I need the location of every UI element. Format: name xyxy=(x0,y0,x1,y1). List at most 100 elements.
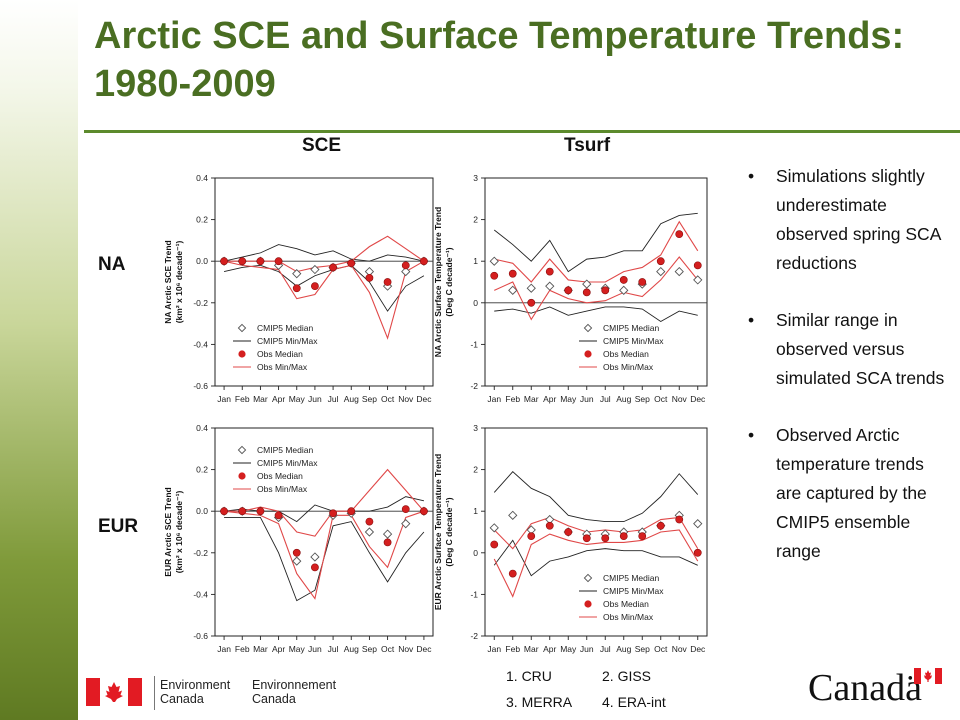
series-line-cmip5-max xyxy=(223,244,425,262)
cmip5-median-marker xyxy=(526,283,536,293)
obs-median-marker xyxy=(638,532,647,541)
cmip5-median-marker xyxy=(382,529,393,539)
y-tick-label: 0 xyxy=(473,548,478,558)
legend-label: Obs Min/Max xyxy=(603,362,654,372)
cmip5-median-marker xyxy=(310,552,320,562)
x-tick-label: Apr xyxy=(272,394,285,404)
x-tick-label: Oct xyxy=(381,394,395,404)
chart-legend: CMIP5 Median CMIP5 Min/Max Obs Median Obs M… xyxy=(233,323,318,372)
bullet-glyph: • xyxy=(748,425,755,445)
x-tick-label: Aug xyxy=(344,644,359,654)
legend-dot-icon xyxy=(584,350,592,358)
cmip5-median-marker xyxy=(310,264,320,275)
obs-median-marker xyxy=(365,273,374,282)
org-name-fr-line2: Canada xyxy=(252,692,296,706)
obs-median-marker xyxy=(638,278,647,286)
bullet-glyph: • xyxy=(748,310,755,330)
legend-label: Obs Min/Max xyxy=(257,362,308,372)
x-tick-label: Jun xyxy=(580,394,594,404)
bullet-text: Similar range in observed versus simulat… xyxy=(776,310,945,388)
legend-label: Obs Min/Max xyxy=(603,612,654,622)
chart-na-sce: -0.6 -0.4 -0.2 0.0 0.2 0.4 Jan Feb Mar Apr May Jun J… xyxy=(163,173,434,404)
cmip5-median-marker xyxy=(489,256,499,266)
x-tick-label: Nov xyxy=(672,644,688,654)
x-tick-label: Jul xyxy=(600,394,611,404)
x-tick-label: Sep xyxy=(362,394,377,404)
x-tick-label: Dec xyxy=(690,644,706,654)
obs-median-marker xyxy=(545,521,554,530)
wordmark-flag-icon xyxy=(914,668,942,684)
y-tick-label: 0.4 xyxy=(196,423,208,433)
column-label-sce: SCE xyxy=(302,135,342,156)
bullet-item: • Similar range in observed versus simula… xyxy=(748,306,953,393)
y-tick-label: 2 xyxy=(473,215,478,225)
y-tick-label: -1 xyxy=(470,589,478,599)
x-tick-label: Jan xyxy=(217,394,231,404)
legend-label: CMIP5 Min/Max xyxy=(603,586,664,596)
side-gradient-bar xyxy=(0,0,78,720)
row-label-na: NA xyxy=(98,254,126,275)
x-tick-label: Sep xyxy=(362,644,377,654)
x-tick-label: Oct xyxy=(381,644,395,654)
x-tick-label: Feb xyxy=(235,644,250,654)
x-tick-label: Dec xyxy=(416,394,432,404)
bullet-list: • Simulations slightly underestimate obse… xyxy=(748,162,953,594)
obs-median-marker xyxy=(582,288,591,297)
obs-median-marker xyxy=(220,507,228,516)
legend-label: CMIP5 Median xyxy=(603,323,659,333)
obs-median-marker xyxy=(545,267,554,276)
x-tick-label: Feb xyxy=(235,394,250,404)
obs-median-marker xyxy=(619,532,628,541)
series-line-cmip5-min xyxy=(494,306,698,323)
cmip5-median-marker xyxy=(508,510,518,520)
x-tick-label: Jun xyxy=(580,644,594,654)
legend-label: CMIP5 Min/Max xyxy=(257,336,318,346)
y-tick-label: 1 xyxy=(473,256,478,266)
x-tick-label: Mar xyxy=(524,394,539,404)
legend-label: CMIP5 Median xyxy=(603,573,659,583)
obs-median-marker xyxy=(347,259,356,268)
org-name-fr-line1: Environnement xyxy=(252,678,337,692)
y-tick-label: 3 xyxy=(473,423,478,433)
x-tick-label: Nov xyxy=(398,644,414,654)
obs-median-marker xyxy=(401,261,410,270)
x-tick-label: May xyxy=(289,644,306,654)
obs-median-marker xyxy=(693,548,702,557)
org-name-en-line2: Canada xyxy=(160,692,204,706)
x-tick-label: Feb xyxy=(505,394,520,404)
legend-label: Obs Min/Max xyxy=(257,484,308,494)
cmip5-median-marker xyxy=(693,275,703,285)
chart-eur-tsurf: -2 -1 0 1 2 3 Jan Feb Mar Apr May Jun Jul Aug Sep Oct No… xyxy=(433,423,708,654)
y-tick-label: -1 xyxy=(470,339,478,349)
obs-median-marker xyxy=(274,257,283,266)
x-tick-label: Jul xyxy=(328,394,339,404)
y-tick-label: -0.2 xyxy=(193,298,208,308)
obs-median-marker xyxy=(311,282,319,291)
y-tick-label: 0.4 xyxy=(196,173,208,183)
x-tick-label: Dec xyxy=(416,644,432,654)
x-tick-label: Jun xyxy=(308,644,322,654)
obs-median-marker xyxy=(527,532,536,541)
x-tick-label: Apr xyxy=(543,394,556,404)
plot-frame xyxy=(214,427,434,637)
y-tick-label: 3 xyxy=(473,173,478,183)
series-line-cmip5-min xyxy=(223,264,425,312)
y-axis-label: NA Arctic SCE Trend xyxy=(163,240,173,323)
plot-frame xyxy=(484,427,708,637)
y-axis-label: (Deg C decade⁻¹) xyxy=(444,497,454,566)
bullet-item: • Observed Arctic temperature trends are … xyxy=(748,421,953,566)
cmip5-median-marker xyxy=(508,285,518,295)
legend-dot-icon xyxy=(584,600,592,608)
obs-median-marker xyxy=(675,515,684,524)
column-label-tsurf: Tsurf xyxy=(564,135,611,156)
series-line-obs-max xyxy=(224,468,425,537)
x-tick-label: Mar xyxy=(253,644,268,654)
x-tick-label: Mar xyxy=(253,394,268,404)
cmip5-median-marker xyxy=(489,523,499,533)
footer-divider xyxy=(154,676,155,710)
x-tick-label: May xyxy=(289,394,306,404)
obs-median-marker xyxy=(508,269,517,278)
x-tick-label: Dec xyxy=(690,394,706,404)
series-line-cmip5-min xyxy=(493,539,698,577)
